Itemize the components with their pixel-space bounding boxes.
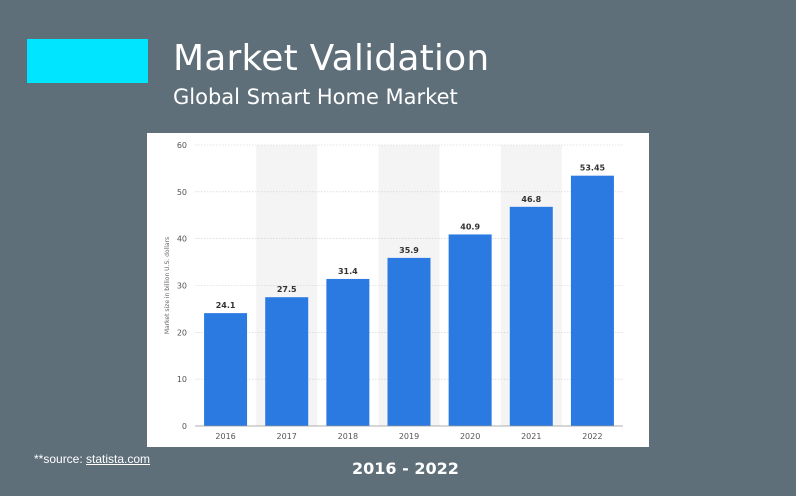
slide-title: Market Validation [173,38,490,79]
y-tick-label: 40 [177,235,187,244]
bar [570,175,614,426]
x-tick-label: 2019 [399,432,419,441]
x-tick-label: 2021 [521,432,541,441]
bar [326,278,370,426]
y-tick-label: 10 [177,375,187,384]
bar [265,297,309,426]
bar-value-label: 40.9 [460,222,480,231]
source-prefix: **source: [34,452,87,466]
bar-value-label: 46.8 [521,195,541,204]
y-tick-label: 30 [177,282,187,291]
year-range-label: 2016 - 2022 [352,459,459,478]
y-axis-title: Market size in billion U.S. dollars [164,237,171,334]
bar-chart: 0 10 20 30 40 50 60 Market size in billion U.S.… [164,141,623,441]
bar-value-label: 35.9 [399,246,419,255]
x-tick-label: 2018 [338,432,358,441]
slide-subtitle: Global Smart Home Market [173,85,458,109]
y-tick-label: 60 [177,141,187,150]
y-tick-label: 50 [177,188,187,197]
x-tick-label: 2017 [277,432,297,441]
y-tick-label: 0 [182,422,187,431]
source-link[interactable]: statista.com [86,452,151,466]
x-tick-label: 2020 [460,432,480,441]
bar-value-label: 53.45 [580,164,606,173]
bar [387,257,431,426]
chart-panel: 0 10 20 30 40 50 60 Market size in billion U.S.… [147,133,649,447]
bar [448,234,492,426]
bar-value-label: 24.1 [216,301,236,310]
source-note: **source: statista.com [34,452,150,466]
bar [509,206,553,426]
x-tick-label: 2016 [215,432,235,441]
bar [204,313,248,426]
x-tick-label: 2022 [582,432,602,441]
y-tick-label: 20 [177,328,187,337]
bar-value-label: 27.5 [277,285,297,294]
accent-bar [27,39,148,83]
bar-value-label: 31.4 [338,267,358,276]
